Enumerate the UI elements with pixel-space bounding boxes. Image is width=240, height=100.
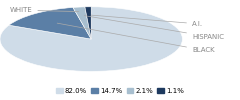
Wedge shape [9, 8, 91, 39]
Text: WHITE: WHITE [10, 7, 79, 13]
Text: BLACK: BLACK [57, 23, 215, 53]
Wedge shape [0, 7, 182, 71]
Wedge shape [85, 7, 91, 39]
Wedge shape [73, 7, 91, 39]
Text: A.I.: A.I. [91, 15, 203, 27]
Legend: 82.0%, 14.7%, 2.1%, 1.1%: 82.0%, 14.7%, 2.1%, 1.1% [53, 85, 187, 96]
Text: HISPANIC: HISPANIC [84, 16, 224, 40]
